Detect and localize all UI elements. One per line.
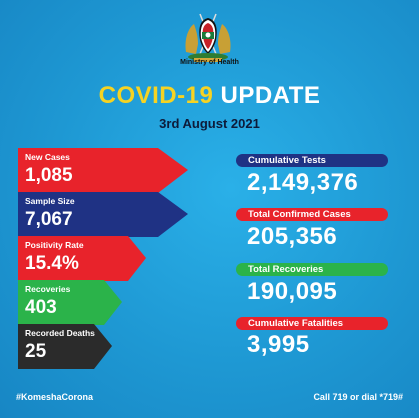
total-confirmed-label: Total Confirmed Cases bbox=[248, 209, 351, 220]
total-recoveries-banner: Total Recoveries bbox=[236, 263, 388, 276]
total-confirmed-banner: Total Confirmed Cases bbox=[236, 208, 388, 221]
stat-recoveries: Recoveries 403 bbox=[18, 280, 188, 325]
stat-label: New Cases bbox=[25, 152, 70, 162]
cumulative-tests-label: Cumulative Tests bbox=[248, 155, 326, 166]
coat-of-arms-icon bbox=[180, 10, 236, 64]
contact-info: Call 719 or dial *719# bbox=[313, 392, 403, 402]
stat-label: Recorded Deaths bbox=[25, 328, 95, 338]
total-recoveries-value: 190,095 bbox=[247, 278, 338, 305]
total-recoveries-label: Total Recoveries bbox=[248, 264, 324, 275]
ministry-label: Ministry of Health bbox=[180, 59, 239, 66]
stat-value: 403 bbox=[25, 297, 57, 318]
title-update: UPDATE bbox=[220, 82, 321, 109]
stat-value: 1,085 bbox=[25, 165, 73, 186]
cumulative-fatalities-value: 3,995 bbox=[247, 331, 310, 358]
cumulative-fatalities-banner: Cumulative Fatalities bbox=[236, 317, 388, 330]
stat-positivity-rate: Positivity Rate 15.4% bbox=[18, 236, 188, 281]
total-confirmed-value: 205,356 bbox=[247, 223, 338, 250]
cumulative-tests-value: 2,149,376 bbox=[247, 169, 359, 196]
cumulative-tests-banner: Cumulative Tests bbox=[236, 154, 388, 167]
update-date: 3rd August 2021 bbox=[159, 116, 260, 131]
page-title: COVID-19 UPDATE bbox=[0, 82, 419, 110]
stat-value: 15.4% bbox=[25, 253, 79, 274]
stat-recorded-deaths: Recorded Deaths 25 bbox=[18, 324, 188, 369]
hashtag: #KomeshaCorona bbox=[16, 392, 94, 402]
stat-label: Recoveries bbox=[25, 284, 71, 294]
stat-sample-size: Sample Size 7,067 bbox=[18, 192, 188, 237]
title-covid: COVID-19 bbox=[98, 82, 214, 109]
stat-new-cases: New Cases 1,085 bbox=[18, 148, 188, 193]
stat-label: Sample Size bbox=[25, 196, 75, 206]
cumulative-fatalities-label: Cumulative Fatalities bbox=[248, 318, 344, 329]
stat-value: 25 bbox=[25, 341, 47, 362]
stat-value: 7,067 bbox=[25, 209, 73, 230]
stat-label: Positivity Rate bbox=[25, 240, 84, 250]
